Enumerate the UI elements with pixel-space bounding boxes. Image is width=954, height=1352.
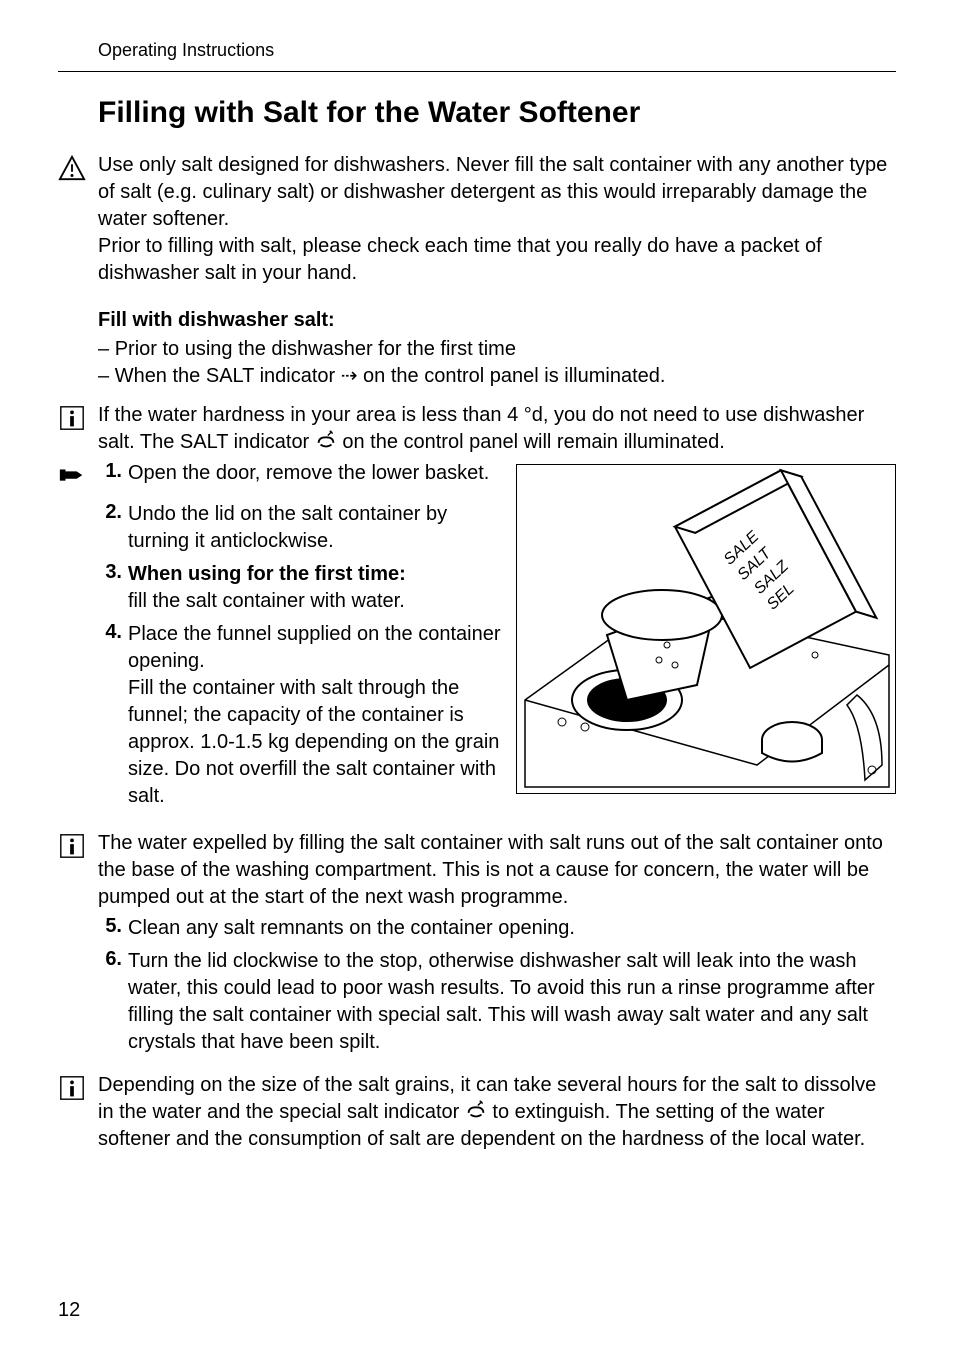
info-icon <box>58 1074 86 1107</box>
warning-text: Use only salt designed for dishwashers. … <box>98 152 896 287</box>
step-number: 6. <box>98 948 128 1056</box>
step-body: Open the door, remove the lower basket. <box>128 460 502 495</box>
step-body: When using for the first time: fill the … <box>128 561 502 615</box>
info-text-3: Depending on the size of the salt grains… <box>98 1072 896 1153</box>
running-header: Operating Instructions <box>98 40 896 61</box>
info-icon <box>58 404 86 437</box>
list-item: When the SALT indicator ⇢ on the control… <box>98 363 896 390</box>
step-number: 3. <box>98 561 128 615</box>
step-body: Clean any salt remnants on the container… <box>128 915 896 942</box>
salt-indicator-icon <box>465 1099 487 1126</box>
step-number: 5. <box>98 915 128 942</box>
step-number: 2. <box>98 501 128 555</box>
step-body: Undo the lid on the salt container by tu… <box>128 501 502 555</box>
step-body: Turn the lid clockwise to the stop, othe… <box>128 948 896 1056</box>
header-divider <box>58 71 896 72</box>
step-lead: When using for the first time: <box>128 563 406 585</box>
list-item: Prior to using the dishwasher for the fi… <box>98 336 896 363</box>
warning-icon <box>58 154 86 187</box>
salt-indicator-icon <box>315 429 337 456</box>
fill-heading: Fill with dishwasher salt: <box>98 307 896 334</box>
hand-pointer-icon <box>58 462 86 495</box>
list-item-text: When the SALT indicator ⇢ on the control… <box>115 365 666 387</box>
step-number: 1. <box>98 460 128 495</box>
fill-bullet-list: Prior to using the dishwasher for the fi… <box>98 336 896 390</box>
step-body: Place the funnel supplied on the contain… <box>128 621 502 810</box>
section-title: Filling with Salt for the Water Softener <box>98 96 896 130</box>
info-icon <box>58 832 86 865</box>
info1-post: on the control panel will remain illumin… <box>337 431 725 453</box>
salt-filling-illustration: SALE SALT SALZ SEL <box>516 464 896 794</box>
step-number: 4. <box>98 621 128 810</box>
step-text: fill the salt container with water. <box>128 590 405 612</box>
page-number: 12 <box>58 1299 80 1322</box>
info-text-2: The water expelled by filling the salt c… <box>98 830 896 911</box>
info-text-1: If the water hardness in your area is le… <box>98 402 896 456</box>
